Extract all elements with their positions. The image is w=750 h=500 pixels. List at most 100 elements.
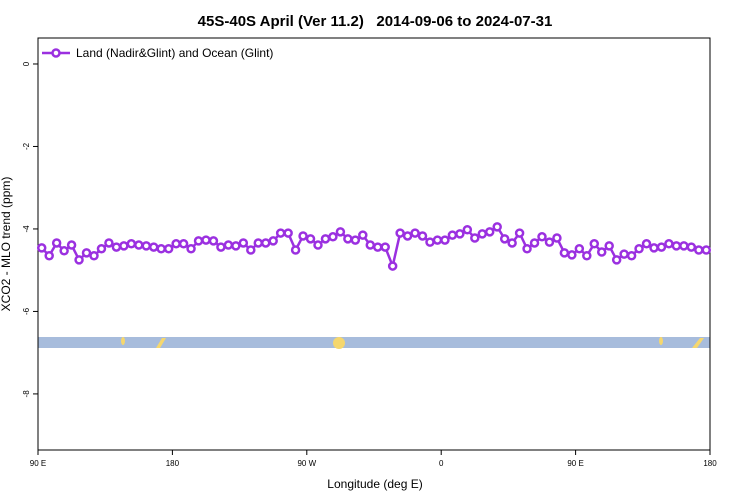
- point: [395, 228, 405, 238]
- y-tick-label: -4: [22, 225, 31, 233]
- chart-title: 45S-40S April (Ver 11.2) 2014-09-06 to 2…: [198, 13, 553, 30]
- point: [298, 231, 308, 241]
- point: [163, 243, 174, 254]
- point: [372, 242, 383, 252]
- x-axis-label: Longitude (deg E): [327, 477, 422, 491]
- y-axis-label: XCO2 - MLO trend (ppm): [0, 177, 13, 312]
- point: [156, 243, 166, 254]
- point: [537, 232, 547, 242]
- point: [134, 240, 144, 250]
- point: [470, 233, 480, 243]
- point: [74, 255, 84, 265]
- point: [634, 243, 644, 254]
- point: [275, 228, 286, 238]
- point: [567, 250, 577, 260]
- land-ocean-strip: [38, 337, 710, 349]
- land-patch: [692, 338, 704, 348]
- point: [66, 240, 77, 250]
- point: [619, 249, 629, 259]
- point: [417, 231, 428, 241]
- point: [216, 242, 226, 252]
- point: [313, 240, 323, 250]
- point: [552, 233, 562, 243]
- point: [305, 234, 316, 244]
- point: [507, 238, 517, 248]
- point: [36, 243, 47, 253]
- point: [402, 231, 413, 241]
- point: [671, 241, 682, 251]
- point: [328, 232, 338, 242]
- y-tick-label: -8: [22, 390, 31, 398]
- x-tick-label: 180: [703, 459, 717, 468]
- legend-marker: [51, 48, 61, 58]
- x-tick-label: 90 W: [297, 459, 316, 468]
- point: [350, 235, 361, 245]
- point: [59, 246, 69, 256]
- point: [81, 248, 92, 258]
- point: [141, 241, 152, 251]
- point: [641, 239, 652, 249]
- point: [96, 243, 107, 254]
- point: [447, 230, 458, 240]
- point: [51, 238, 62, 248]
- legend-label: Land (Nadir&Glint) and Ocean (Glint): [76, 46, 273, 60]
- point: [522, 243, 532, 254]
- point: [171, 239, 181, 249]
- x-tick-label: 0: [439, 459, 444, 468]
- point: [694, 245, 704, 255]
- point: [529, 238, 540, 248]
- x-tick-label: 90 E: [30, 459, 46, 468]
- point: [193, 236, 204, 246]
- point: [664, 239, 674, 249]
- point: [455, 229, 465, 239]
- point: [186, 243, 196, 254]
- point: [432, 235, 443, 245]
- point: [104, 238, 114, 248]
- point: [589, 239, 600, 249]
- point: [148, 242, 159, 252]
- plot-frame: [37, 37, 711, 451]
- point: [559, 248, 570, 258]
- point: [283, 228, 293, 238]
- land-patch: [121, 337, 125, 345]
- point: [253, 238, 264, 248]
- y-tick-label: 0: [22, 61, 31, 66]
- point: [410, 228, 420, 238]
- point: [260, 238, 271, 248]
- ocean-strip: [38, 337, 710, 348]
- point: [290, 245, 301, 255]
- point: [626, 251, 637, 261]
- point: [380, 242, 390, 252]
- point: [44, 251, 54, 261]
- y-tick-label: -2: [22, 142, 31, 150]
- point: [544, 237, 555, 247]
- point: [246, 245, 256, 255]
- point: [484, 227, 495, 237]
- legend: Land (Nadir&Glint) and Ocean (Glint): [42, 46, 273, 60]
- point: [238, 238, 249, 248]
- point: [365, 240, 376, 250]
- point: [335, 227, 346, 237]
- land-patch: [659, 337, 663, 345]
- land-patch: [156, 338, 166, 348]
- point: [119, 241, 129, 251]
- point: [649, 243, 659, 253]
- y-tick-label: -6: [22, 307, 31, 315]
- point: [596, 247, 607, 257]
- point: [111, 242, 122, 252]
- point: [514, 228, 525, 238]
- point: [582, 251, 592, 261]
- point: [574, 243, 585, 254]
- point: [126, 239, 137, 249]
- land-patch: [333, 337, 345, 349]
- x-tick-label: 90 E: [567, 459, 583, 468]
- point: [604, 241, 614, 251]
- point: [440, 235, 450, 245]
- point: [268, 236, 278, 246]
- point: [656, 242, 667, 252]
- point: [686, 242, 697, 252]
- point: [611, 255, 622, 265]
- point: [701, 245, 712, 255]
- point: [89, 251, 99, 261]
